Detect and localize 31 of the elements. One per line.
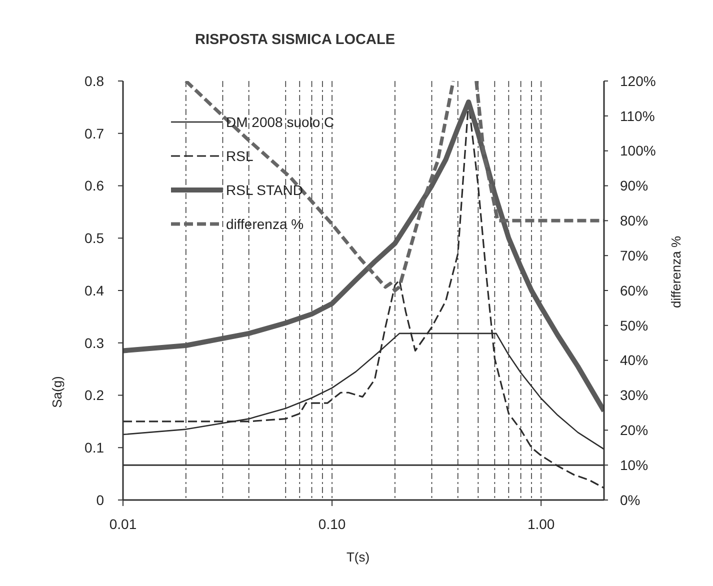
y2-tick-label: 110% [620,108,655,124]
x-tick-label: 0.01 [109,516,137,532]
y-tick-label: 0.2 [84,387,104,404]
x-tick-label: 1.00 [527,516,555,532]
y-tick-label: 0 [96,492,104,508]
legend-label: RSL [226,148,254,164]
y-tick-label: 0.5 [84,230,104,246]
y2-tick-label: 40% [620,352,648,368]
y2-tick-label: 10% [620,456,648,473]
y2-tick-label: 0% [620,492,640,508]
y2-tick-label: 20% [620,422,648,438]
y2-tick-label: 70% [620,247,648,264]
y2-tick-label: 30% [620,387,648,404]
y2-tick-label: 120% [620,72,656,89]
x-axis-title: T(s) [346,550,370,564]
y2-tick-label: 90% [620,178,648,194]
y2-tick-label: 50% [620,317,648,334]
y-tick-label: 0.1 [84,440,104,456]
x-tick-label: 0.10 [318,516,346,532]
y2-tick-label: 100% [620,142,656,159]
y2-axis-title: differenza % [668,236,684,308]
y2-tick-label: 80% [620,212,648,229]
chart-title: RISPOSTA SISMICA LOCALE [194,32,396,48]
y-tick-label: 0.8 [84,72,104,89]
y-tick-label: 0.4 [84,282,104,298]
legend-label: differenza % [226,216,304,232]
y-axis-title: Sa(g) [50,376,64,408]
y-tick-label: 0.7 [84,125,104,142]
y-tick-label: 0.6 [84,178,104,194]
y-tick-label: 0.3 [84,334,104,351]
y2-tick-label: 60% [620,282,648,298]
